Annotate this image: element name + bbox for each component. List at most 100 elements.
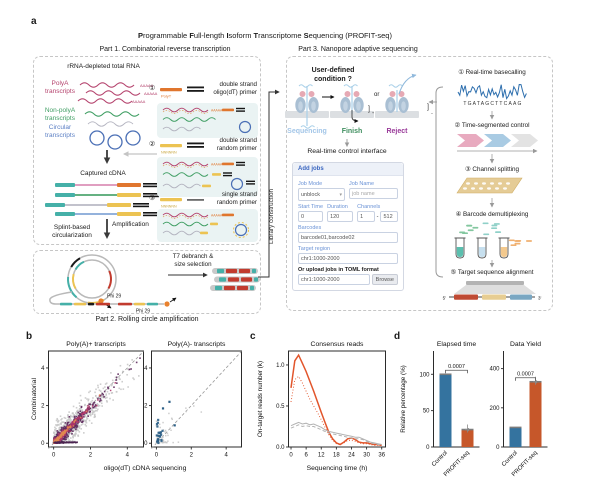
- upload-path-input[interactable]: [298, 274, 370, 285]
- part3-diagram: ] +]+−5' 3': [285, 73, 542, 301]
- step-1-label: ① Real-time basecalling: [458, 69, 526, 76]
- svg-text: 4: [144, 366, 148, 372]
- svg-text: 2: [41, 404, 45, 410]
- barcodes-input[interactable]: [298, 232, 398, 243]
- part2-box: [33, 250, 261, 314]
- panel-b-ylabel: Combinatorial: [31, 378, 38, 420]
- panel-d-label: d: [394, 331, 401, 342]
- job-mode-value: unblock: [301, 191, 320, 198]
- channels-to-input[interactable]: [380, 211, 398, 222]
- chart-title: Data Yield: [510, 341, 541, 348]
- browse-button[interactable]: Browse: [371, 274, 398, 285]
- svg-text: 0: [496, 445, 500, 451]
- svg-text: 12: [318, 453, 325, 459]
- job-mode-label: Job Mode: [298, 181, 323, 187]
- primer-2-number: ②: [149, 141, 156, 148]
- polya-transcripts-label: PolyA transcripts: [45, 80, 75, 96]
- phi29-label: Phi 29: [136, 309, 150, 315]
- start-time-label: Start Time: [298, 204, 324, 210]
- polyt-tag: PolyT: [161, 94, 172, 99]
- svg-text: 0.0: [276, 445, 285, 451]
- job-mode-select[interactable]: unblock ▾: [298, 188, 345, 201]
- chevron-down-icon: ▾: [339, 191, 342, 198]
- pore-reject-label: Reject: [386, 128, 408, 135]
- target-region-label: Target region: [298, 246, 331, 252]
- primer-1-label: double strand oligo(dT) primer: [213, 81, 257, 96]
- five-prime-label: 5': [443, 296, 447, 301]
- realtime-interface-title: Real-time control interface: [307, 148, 387, 155]
- svg-text: 200: [489, 406, 500, 412]
- rna-heading: rRNA-depleted total RNA: [67, 63, 140, 70]
- duration-input[interactable]: [327, 211, 354, 222]
- chart-title: Elapsed time: [437, 341, 477, 348]
- svg-text: 2: [190, 453, 194, 459]
- step-2-label: ② Time-segmented control: [454, 122, 530, 129]
- chart-title: Poly(A)- transcripts: [168, 341, 226, 348]
- svg-text: 18: [333, 453, 340, 459]
- svg-text: 0.5: [276, 404, 285, 410]
- svg-text: ]: [427, 104, 429, 111]
- start-time-input[interactable]: [298, 211, 324, 222]
- svg-text: 50: [423, 409, 430, 415]
- panel-b-label: b: [26, 331, 33, 342]
- svg-text: 4: [126, 453, 130, 459]
- polya-tail: AAAAA: [132, 99, 146, 104]
- library-construction-label: Library construction: [268, 189, 275, 244]
- part1-heading: Part 1. Combinatorial reverse transcript…: [99, 46, 231, 53]
- svg-text: +: [431, 99, 434, 104]
- circular-transcripts-label: Circular transcripts: [45, 124, 75, 140]
- svg-text: ]: [368, 106, 370, 113]
- random-tag: NNNNNN: [161, 205, 177, 209]
- svg-text: 30: [363, 453, 370, 459]
- svg-text: 6: [304, 453, 308, 459]
- captured-cdna-label: Captured cDNA: [80, 170, 126, 177]
- barcodes-label: Barcodes: [298, 225, 322, 231]
- svg-text: 0: [426, 445, 430, 451]
- amplification-label: Amplification: [112, 221, 149, 228]
- svg-text: 4: [224, 453, 228, 459]
- svg-text: 0: [41, 441, 45, 447]
- part3-heading: Part 3. Nanopore adaptive sequencing: [298, 46, 418, 53]
- chart-title: Poly(A)+ transcripts: [66, 341, 126, 348]
- channels-dash: -: [376, 213, 379, 220]
- svg-text: 2: [144, 404, 148, 410]
- random-tag: NNNNNN: [161, 151, 177, 155]
- part1-diagram: AAAAA AAAAA AAAAA PolyT NNNNNN NNNNNN AAAAA AAA…: [45, 82, 258, 242]
- splint-label: Splint-based circularization: [52, 224, 92, 240]
- pore-finish-label: Finish: [341, 128, 363, 135]
- svg-text: 0: [52, 453, 56, 459]
- primer-2-label: double strand random primer: [216, 137, 257, 152]
- bar-category-label: Control: [501, 450, 519, 468]
- channels-label: Channels: [357, 204, 381, 210]
- target-region-input[interactable]: [298, 253, 398, 264]
- svg-text: 2: [89, 453, 93, 459]
- polya-tail: AAAAA: [140, 83, 154, 88]
- bar-category-label: Control: [431, 450, 449, 468]
- step-3-label: ③ Channel splitting: [465, 166, 519, 173]
- panel-a-label: a: [31, 16, 37, 27]
- pore-sequencing-label: Sequencing: [287, 128, 327, 135]
- polya-tail: AAAAA: [211, 214, 223, 218]
- polya-tail: AAAAA: [211, 109, 223, 113]
- part2-caption: Part 2. Rolling circle amplification: [95, 316, 199, 323]
- upload-toml-label: Or upload jobs in TOML format: [298, 267, 379, 273]
- non-polya-transcripts-label: Non-polyA transcripts: [44, 107, 76, 123]
- polya-tail: AAAAA: [211, 163, 223, 167]
- primer-3-label: single strand random primer: [216, 191, 257, 206]
- basecall-sequence: TGATAGCTTCAAG: [463, 101, 523, 107]
- svg-text: 400: [489, 367, 500, 373]
- channels-from-input[interactable]: [357, 211, 375, 222]
- job-name-input[interactable]: [349, 188, 398, 199]
- panel-b-xlabel: oligo(dT) cDNA sequencing: [104, 465, 187, 472]
- primer-1-number: ①: [149, 85, 156, 92]
- panel-c-ylabel: On-target reads number (k): [257, 361, 264, 437]
- svg-text: 24: [348, 453, 355, 459]
- svg-text: 0: [289, 453, 293, 459]
- svg-text: 36: [378, 453, 385, 459]
- panel-c-xlabel: Sequencing time (h): [307, 465, 368, 472]
- chart-title: Consensus reads: [311, 341, 364, 348]
- phi29-label: Phi 29: [107, 294, 121, 300]
